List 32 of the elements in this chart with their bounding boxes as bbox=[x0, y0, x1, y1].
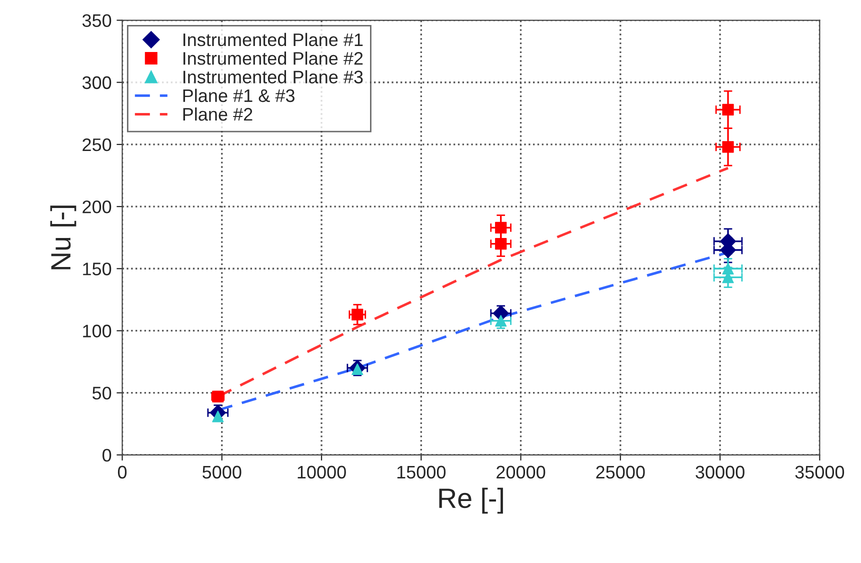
point bbox=[495, 314, 507, 327]
legend-label: Instrumented Plane #3 bbox=[184, 70, 363, 84]
point bbox=[722, 141, 734, 153]
y-tick-label: 150 bbox=[83, 262, 112, 276]
y-tick-label: 0 bbox=[102, 448, 112, 462]
legend-label: Instrumented Plane #2 bbox=[184, 52, 363, 65]
x-axis-title: Re [-] bbox=[439, 488, 503, 514]
point bbox=[495, 238, 507, 250]
point bbox=[495, 222, 507, 234]
y-tick-label: 300 bbox=[82, 76, 112, 90]
point bbox=[722, 104, 734, 116]
legend-label: Instrumented Plane #1 bbox=[184, 32, 363, 46]
y-tick-label: 50 bbox=[92, 386, 112, 400]
y-tick-label: 200 bbox=[82, 200, 112, 214]
legend-label: Plane #2 bbox=[183, 107, 252, 121]
legend-label: Plane #1 & #3 bbox=[183, 88, 294, 102]
x-tick-label: 5000 bbox=[202, 466, 242, 479]
x-tick-label: 35000 bbox=[795, 466, 844, 479]
y-tick-label: 350 bbox=[82, 14, 112, 27]
point bbox=[722, 262, 734, 274]
y-tick-label: 250 bbox=[82, 138, 112, 152]
point bbox=[352, 308, 364, 320]
x-tick-label: 30000 bbox=[696, 466, 744, 479]
x-tick-label: 20000 bbox=[496, 466, 546, 479]
x-tick-label: 15000 bbox=[397, 466, 446, 479]
x-tick-label: 25000 bbox=[596, 466, 645, 479]
point bbox=[352, 363, 364, 376]
y-tick-label: 100 bbox=[83, 324, 112, 338]
x-tick-label: 10000 bbox=[298, 466, 346, 479]
point bbox=[212, 410, 224, 422]
y-axis-title: Nu [-] bbox=[50, 206, 76, 270]
x-tick-label: 0 bbox=[118, 466, 127, 479]
